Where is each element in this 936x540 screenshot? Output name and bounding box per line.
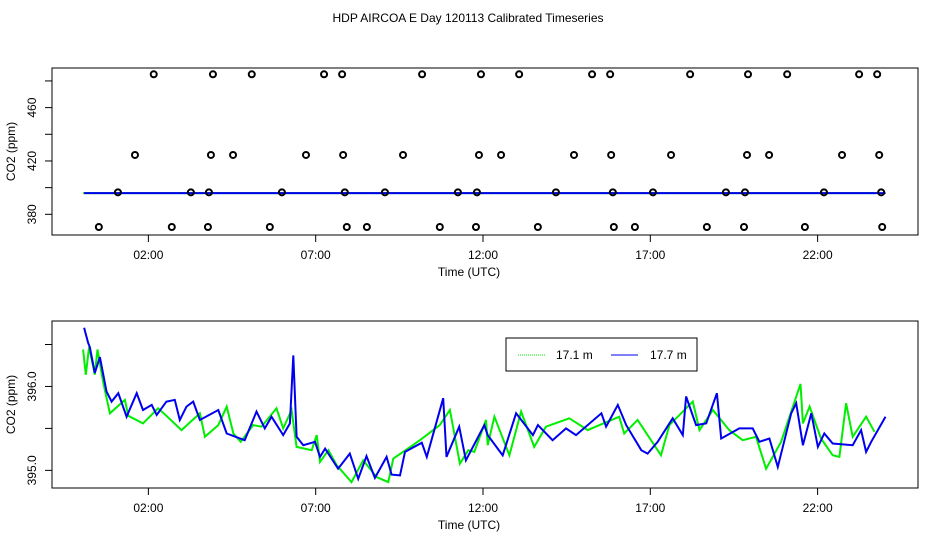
- data-point: [342, 222, 351, 231]
- data-point: [855, 70, 864, 79]
- x-tick-label: 02:00: [133, 248, 163, 262]
- data-point: [648, 188, 657, 197]
- y-axis-label: CO2 (ppm): [4, 375, 18, 434]
- series-line-17-1-m: [82, 346, 876, 484]
- data-point: [609, 222, 618, 231]
- x-tick-label: 17:00: [635, 501, 665, 515]
- data-point: [435, 222, 444, 231]
- data-point: [186, 188, 195, 197]
- bottom-panel: 02:00 07:00 12:00 17:00 22:00 395.0 396.0 Time …: [4, 320, 919, 532]
- plot-frame: [51, 67, 919, 236]
- y-tick-label: 380: [25, 204, 39, 224]
- data-point: [667, 150, 676, 159]
- data-point: [607, 150, 616, 159]
- data-point: [265, 222, 274, 231]
- y-tick-label: 460: [25, 97, 39, 117]
- data-point: [744, 70, 753, 79]
- data-point: [320, 70, 329, 79]
- data-point: [418, 70, 427, 79]
- data-point: [399, 150, 408, 159]
- legend-box: [505, 337, 698, 372]
- data-point: [362, 222, 371, 231]
- x-axis-label: Time (UTC): [438, 265, 500, 279]
- data-point: [800, 222, 809, 231]
- data-point: [204, 188, 213, 197]
- y-axis-label: CO2 (ppm): [4, 122, 18, 181]
- data-point: [765, 150, 774, 159]
- x-tick-label: 22:00: [803, 248, 833, 262]
- data-point: [380, 188, 389, 197]
- legend-label: 17.1 m: [556, 348, 593, 362]
- data-point: [472, 188, 481, 197]
- data-point: [339, 150, 348, 159]
- data-point: [94, 222, 103, 231]
- x-tick-label: 12:00: [468, 248, 498, 262]
- data-point: [878, 222, 887, 231]
- data-point: [515, 70, 524, 79]
- data-point: [743, 150, 752, 159]
- data-point: [570, 150, 579, 159]
- data-point: [739, 222, 748, 231]
- data-point: [721, 188, 730, 197]
- data-point: [819, 188, 828, 197]
- data-point: [476, 70, 485, 79]
- y-tick-label: 395.0: [25, 455, 39, 485]
- top-panel: 02:00 07:00 12:00 17:00 22:00 380 420 460 Time (…: [4, 67, 919, 279]
- data-point: [206, 150, 215, 159]
- data-point: [588, 70, 597, 79]
- data-point: [203, 222, 212, 231]
- legend-label: 17.7 m: [650, 348, 687, 362]
- x-tick-label: 22:00: [803, 501, 833, 515]
- data-point: [608, 188, 617, 197]
- data-point: [783, 70, 792, 79]
- data-point: [229, 150, 238, 159]
- data-point: [551, 188, 560, 197]
- data-point: [471, 222, 480, 231]
- data-point: [875, 150, 884, 159]
- data-point: [301, 150, 310, 159]
- series-line-17-7-m: [83, 327, 887, 482]
- data-point: [474, 150, 483, 159]
- y-tick-label: 396.0: [25, 371, 39, 401]
- data-point: [606, 70, 615, 79]
- data-point: [533, 222, 542, 231]
- x-axis-label: Time (UTC): [438, 518, 500, 532]
- data-point: [702, 222, 711, 231]
- data-point: [453, 188, 462, 197]
- data-point: [130, 150, 139, 159]
- data-point: [340, 188, 349, 197]
- data-point: [686, 70, 695, 79]
- x-tick-label: 07:00: [301, 501, 331, 515]
- legend: 17.1 m 17.7 m: [505, 337, 698, 372]
- data-point: [741, 188, 750, 197]
- y-tick-label: 420: [25, 151, 39, 171]
- data-point: [113, 188, 122, 197]
- data-point: [149, 70, 158, 79]
- x-tick-label: 07:00: [301, 248, 331, 262]
- data-point: [247, 70, 256, 79]
- data-point: [497, 150, 506, 159]
- x-tick-label: 17:00: [635, 248, 665, 262]
- data-point: [877, 188, 886, 197]
- data-point: [838, 150, 847, 159]
- chart-title: HDP AIRCOA E Day 120113 Calibrated Times…: [332, 11, 603, 25]
- data-point: [277, 188, 286, 197]
- data-point: [167, 222, 176, 231]
- data-point: [338, 70, 347, 79]
- x-tick-label: 12:00: [468, 501, 498, 515]
- plot-frame: [51, 320, 919, 489]
- x-tick-label: 02:00: [133, 501, 163, 515]
- data-point: [873, 70, 882, 79]
- data-point: [630, 222, 639, 231]
- data-point: [208, 70, 217, 79]
